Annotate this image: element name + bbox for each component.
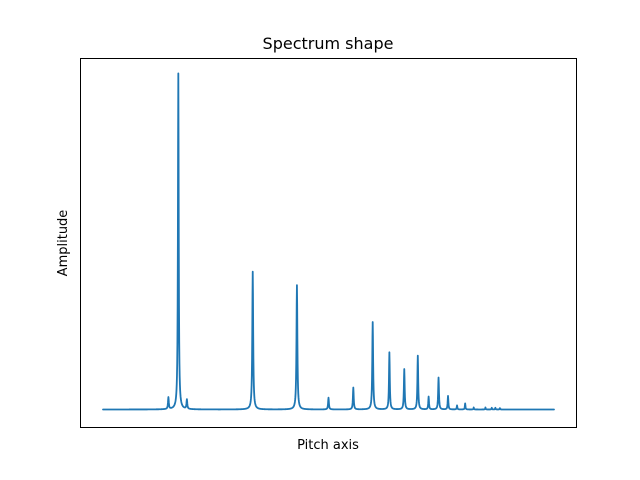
spectrum-line <box>102 72 555 411</box>
series-layer <box>102 72 555 411</box>
plot-area-frame <box>80 58 577 428</box>
x-axis-label: Pitch axis <box>297 438 359 453</box>
chart-title: Spectrum shape <box>263 34 394 53</box>
y-axis-label: Amplitude <box>56 210 71 277</box>
